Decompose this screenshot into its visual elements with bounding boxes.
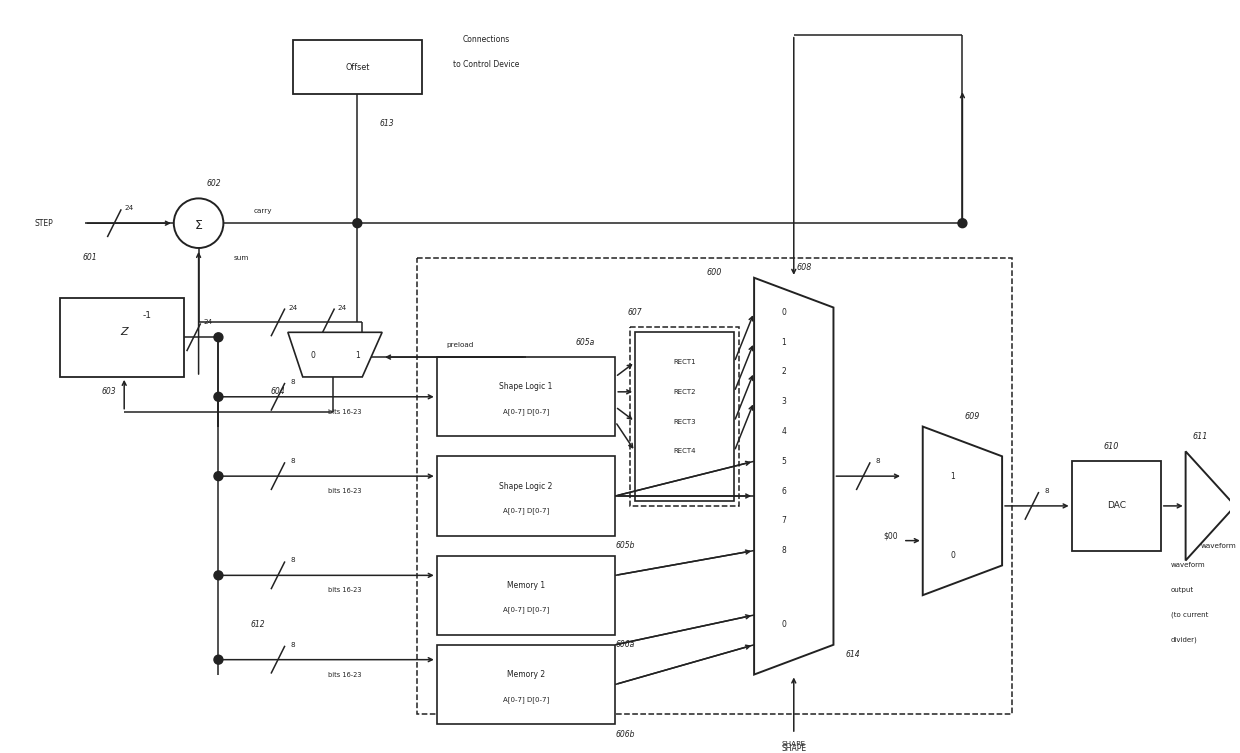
- Text: Offset: Offset: [345, 63, 370, 72]
- Text: 613: 613: [379, 120, 394, 129]
- Circle shape: [353, 218, 362, 227]
- Polygon shape: [923, 426, 1002, 595]
- Text: A[0-7] D[0-7]: A[0-7] D[0-7]: [503, 696, 549, 703]
- Text: RECT4: RECT4: [673, 448, 696, 454]
- Text: SHAPE: SHAPE: [781, 741, 806, 747]
- Text: 0: 0: [781, 620, 786, 630]
- Text: 605b: 605b: [615, 541, 635, 550]
- Text: output: output: [1171, 587, 1194, 593]
- Text: 1: 1: [950, 471, 955, 480]
- Bar: [60, 297, 184, 377]
- Text: 606a: 606a: [615, 640, 635, 649]
- Text: 7: 7: [781, 517, 786, 526]
- Bar: [635, 332, 734, 501]
- Text: 8: 8: [1044, 488, 1049, 494]
- Text: sum: sum: [233, 255, 249, 261]
- Text: 606b: 606b: [615, 730, 635, 739]
- Text: to Control Device: to Control Device: [453, 60, 520, 69]
- Text: Memory 1: Memory 1: [507, 581, 546, 590]
- Bar: [436, 556, 615, 635]
- Text: 24: 24: [124, 206, 134, 212]
- Text: 600: 600: [707, 268, 722, 277]
- Text: 611: 611: [1193, 432, 1208, 441]
- Text: Memory 2: Memory 2: [507, 670, 546, 679]
- Circle shape: [215, 333, 223, 342]
- Text: A[0-7] D[0-7]: A[0-7] D[0-7]: [503, 607, 549, 614]
- Text: SHAPE: SHAPE: [781, 745, 806, 753]
- Text: Shape Logic 1: Shape Logic 1: [500, 383, 553, 392]
- Bar: [436, 456, 615, 535]
- Text: waveform: waveform: [1171, 562, 1205, 569]
- Text: Z: Z: [120, 328, 128, 337]
- Text: preload: preload: [446, 342, 474, 348]
- Text: 602: 602: [206, 179, 221, 188]
- Text: $00: $00: [883, 531, 898, 540]
- Text: 8: 8: [781, 546, 786, 555]
- Circle shape: [215, 471, 223, 480]
- Text: -1: -1: [143, 311, 151, 320]
- Text: 4: 4: [781, 427, 786, 436]
- Bar: [293, 40, 422, 94]
- Text: 2: 2: [781, 367, 786, 376]
- Text: bits 16-23: bits 16-23: [327, 409, 361, 415]
- Text: 609: 609: [965, 412, 980, 421]
- Text: 8: 8: [290, 557, 295, 563]
- Text: 614: 614: [846, 650, 861, 659]
- Text: bits 16-23: bits 16-23: [327, 488, 361, 494]
- Text: 8: 8: [875, 459, 880, 465]
- Text: Σ: Σ: [195, 218, 202, 232]
- Circle shape: [959, 218, 967, 227]
- Text: STEP: STEP: [35, 218, 53, 227]
- Text: bits 16-23: bits 16-23: [327, 672, 361, 678]
- Text: (to current: (to current: [1171, 611, 1208, 618]
- Text: divider): divider): [1171, 636, 1198, 643]
- Polygon shape: [288, 332, 382, 377]
- Text: 604: 604: [270, 387, 285, 396]
- Text: A[0-7] D[0-7]: A[0-7] D[0-7]: [503, 508, 549, 514]
- Text: carry: carry: [253, 209, 272, 215]
- Polygon shape: [754, 278, 833, 675]
- Text: bits 16-23: bits 16-23: [327, 587, 361, 593]
- Text: 608: 608: [796, 264, 811, 273]
- Bar: [436, 645, 615, 724]
- Text: waveform: waveform: [1200, 543, 1236, 549]
- Text: A[0-7] D[0-7]: A[0-7] D[0-7]: [503, 408, 549, 415]
- Circle shape: [215, 392, 223, 401]
- Text: 8: 8: [290, 459, 295, 465]
- Circle shape: [174, 198, 223, 248]
- Bar: [630, 328, 739, 506]
- Text: 0: 0: [781, 308, 786, 317]
- Text: 0: 0: [310, 351, 315, 360]
- Text: 607: 607: [627, 308, 642, 317]
- Text: 601: 601: [82, 254, 97, 262]
- Text: 8: 8: [290, 379, 295, 385]
- Text: 6: 6: [781, 486, 786, 495]
- Text: Shape Logic 2: Shape Logic 2: [500, 482, 553, 490]
- Text: 5: 5: [781, 457, 786, 466]
- Text: 610: 610: [1104, 442, 1118, 451]
- Text: 605a: 605a: [575, 338, 595, 346]
- Text: 0: 0: [950, 551, 955, 560]
- Text: 1: 1: [355, 351, 360, 360]
- Text: 603: 603: [102, 387, 117, 396]
- Text: 1: 1: [781, 338, 786, 346]
- Text: RECT3: RECT3: [673, 419, 696, 425]
- Circle shape: [215, 571, 223, 580]
- Circle shape: [215, 655, 223, 664]
- Text: RECT1: RECT1: [673, 359, 696, 365]
- Bar: [1071, 462, 1161, 550]
- Bar: [417, 258, 1012, 715]
- Text: 24: 24: [288, 304, 298, 310]
- Text: 3: 3: [781, 398, 786, 407]
- Text: 24: 24: [203, 319, 213, 325]
- Polygon shape: [1185, 451, 1235, 560]
- Text: RECT2: RECT2: [673, 389, 696, 395]
- Text: Connections: Connections: [463, 35, 510, 44]
- Text: DAC: DAC: [1106, 501, 1126, 511]
- Text: 612: 612: [250, 620, 265, 630]
- Bar: [436, 357, 615, 437]
- Text: 24: 24: [337, 304, 347, 310]
- Text: 8: 8: [290, 642, 295, 648]
